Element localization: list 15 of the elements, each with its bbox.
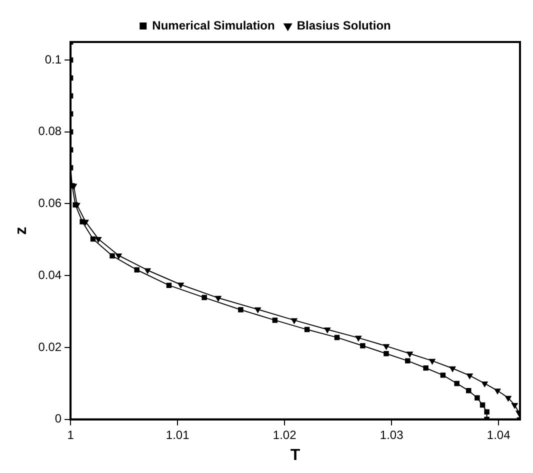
x-axis-title: T — [290, 446, 300, 464]
y-tick-label: 0 — [54, 412, 62, 426]
x-tick-label: 1.02 — [272, 428, 297, 442]
legend-label: Numerical Simulation — [152, 18, 275, 32]
x-tick-label: 1.03 — [380, 428, 404, 442]
y-axis-title: z — [13, 226, 30, 235]
legend-label: Blasius Solution — [296, 18, 391, 32]
y-tick-label: 0.02 — [38, 340, 62, 354]
y-tick-label: 0.04 — [38, 268, 62, 282]
y-tick-label: 0.1 — [44, 52, 62, 66]
x-tick-label: 1.04 — [486, 428, 511, 442]
y-tick-label: 0.08 — [38, 124, 62, 138]
x-tick-label: 1 — [67, 428, 74, 442]
y-tick-label: 0.06 — [38, 196, 62, 210]
x-tick-label: 1.01 — [166, 428, 190, 442]
